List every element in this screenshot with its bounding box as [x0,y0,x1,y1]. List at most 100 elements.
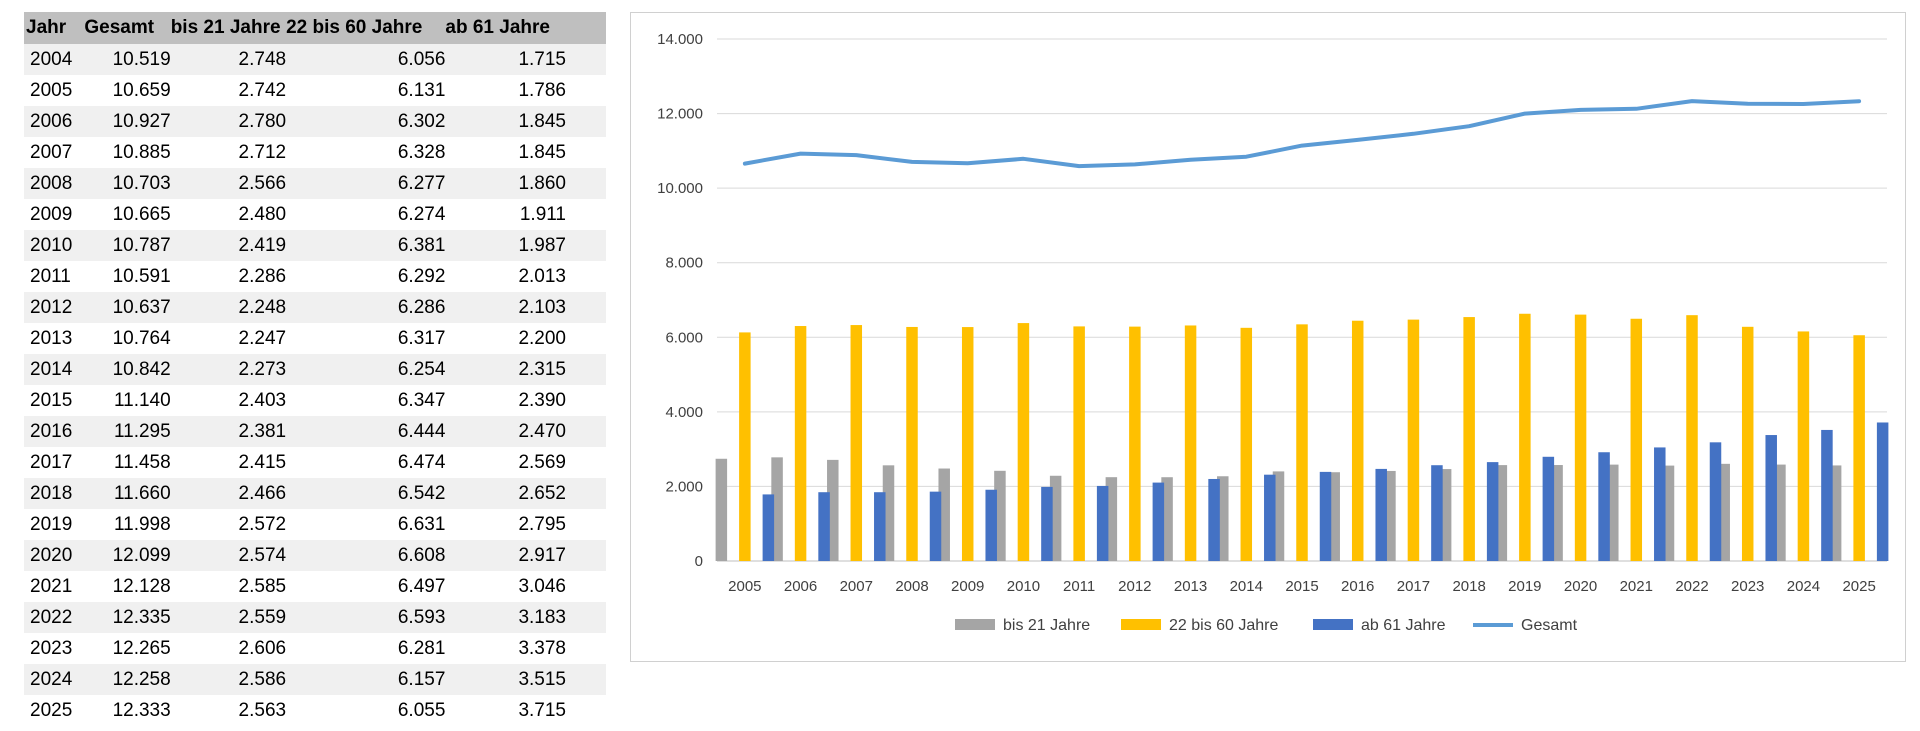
bar [938,468,950,561]
bar [1439,469,1452,561]
cell-22-bis-60: 6.302 [286,106,446,137]
cell-gesamt: 11.660 [84,478,171,509]
bar [1152,482,1165,561]
x-tick-label: 2021 [1620,578,1653,595]
bar [1542,456,1555,561]
x-tick-label: 2014 [1230,578,1263,595]
cell-ab-61: 2.917 [445,540,606,571]
cell-22-bis-60: 6.274 [286,199,446,230]
cell-22-bis-60: 6.542 [286,478,446,509]
bar [1853,335,1865,561]
bar [1765,435,1777,561]
bar [1161,477,1173,561]
cell-jahr: 2012 [24,292,85,323]
cell-22-bis-60: 6.292 [286,261,446,292]
header-jahr: Jahr [24,12,85,44]
cell-22-bis-60: 6.444 [286,416,446,447]
legend-swatch [955,619,995,630]
cell-22-bis-60: 6.608 [286,540,446,571]
cell-gesamt: 10.637 [84,292,171,323]
cell-bis-21: 2.748 [170,44,287,75]
legend-label: 22 bis 60 Jahre [1169,617,1279,634]
cell-bis-21: 2.286 [170,261,287,292]
table-row: 2023 12.265 2.606 6.281 3.378 [24,633,606,664]
cell-jahr: 2016 [24,416,85,447]
bar [794,326,807,561]
cell-22-bis-60: 6.381 [286,230,446,261]
cell-22-bis-60: 6.631 [286,509,446,540]
cell-gesamt: 11.458 [84,447,171,478]
x-tick-label: 2015 [1285,578,1318,595]
cell-ab-61: 2.013 [445,261,606,292]
bar [1630,318,1643,561]
bar [1272,471,1285,561]
chart-svg: 02.0004.0006.0008.00010.00012.00014.000 … [657,31,1889,634]
bar [1463,317,1475,561]
bar [1217,476,1229,561]
cell-gesamt: 10.787 [84,230,171,261]
y-tick-label: 2.000 [665,478,703,495]
bar [994,470,1006,561]
bar [929,491,942,561]
bar [827,459,839,561]
bar [1607,464,1619,561]
cell-bis-21: 2.403 [170,385,287,416]
cell-22-bis-60: 6.497 [286,571,446,602]
cell-jahr: 2025 [24,695,85,726]
table-row: 2005 10.659 2.742 6.131 1.786 [24,75,606,106]
cell-22-bis-60: 6.056 [286,44,446,75]
y-tick-label: 14.000 [657,31,703,48]
bar [1519,313,1531,561]
bar [771,457,783,561]
x-tick-label: 2012 [1118,578,1151,595]
bar [1431,465,1443,561]
cell-ab-61: 2.103 [445,292,606,323]
bar [1686,315,1698,561]
cell-bis-21: 2.586 [170,664,287,695]
cell-gesamt: 12.333 [84,695,171,726]
bar [1129,326,1141,561]
cell-bis-21: 2.585 [170,571,287,602]
bar [850,325,863,561]
cell-bis-21: 2.606 [170,633,287,664]
cell-22-bis-60: 6.347 [286,385,446,416]
x-tick-label: 2013 [1174,578,1207,595]
table-row: 2004 10.519 2.748 6.056 1.715 [24,44,606,75]
cell-jahr: 2005 [24,75,85,106]
cell-jahr: 2023 [24,633,85,664]
x-tick-label: 2025 [1842,578,1875,595]
cell-jahr: 2010 [24,230,85,261]
bar [906,326,918,561]
cell-bis-21: 2.712 [170,137,287,168]
cell-22-bis-60: 6.281 [286,633,446,664]
cell-ab-61: 2.569 [445,447,606,478]
cell-bis-21: 2.466 [170,478,287,509]
cell-jahr: 2024 [24,664,85,695]
y-tick-label: 12.000 [657,106,703,123]
x-tick-label: 2018 [1452,578,1485,595]
bar [1495,465,1508,561]
cell-bis-21: 2.381 [170,416,287,447]
cell-ab-61: 3.183 [445,602,606,633]
cell-jahr: 2004 [24,44,85,75]
cell-bis-21: 2.273 [170,354,287,385]
table-row: 2020 12.099 2.574 6.608 2.917 [24,540,606,571]
cell-ab-61: 3.715 [445,695,606,726]
cell-jahr: 2018 [24,478,85,509]
bar [1407,319,1420,561]
table-row: 2025 12.333 2.563 6.055 3.715 [24,695,606,726]
bar [1654,447,1666,561]
x-tick-label: 2024 [1787,578,1820,595]
bar [961,327,974,561]
cell-ab-61: 2.652 [445,478,606,509]
table-row: 2006 10.927 2.780 6.302 1.845 [24,106,606,137]
cell-gesamt: 12.335 [84,602,171,633]
table-row: 2017 11.458 2.415 6.474 2.569 [24,447,606,478]
bar [1718,463,1730,561]
legend-swatch [1313,619,1353,630]
bar [882,465,895,561]
cell-ab-61: 1.911 [445,199,606,230]
table-row: 2021 12.128 2.585 6.497 3.046 [24,571,606,602]
cell-22-bis-60: 6.474 [286,447,446,478]
table-row: 2015 11.140 2.403 6.347 2.390 [24,385,606,416]
